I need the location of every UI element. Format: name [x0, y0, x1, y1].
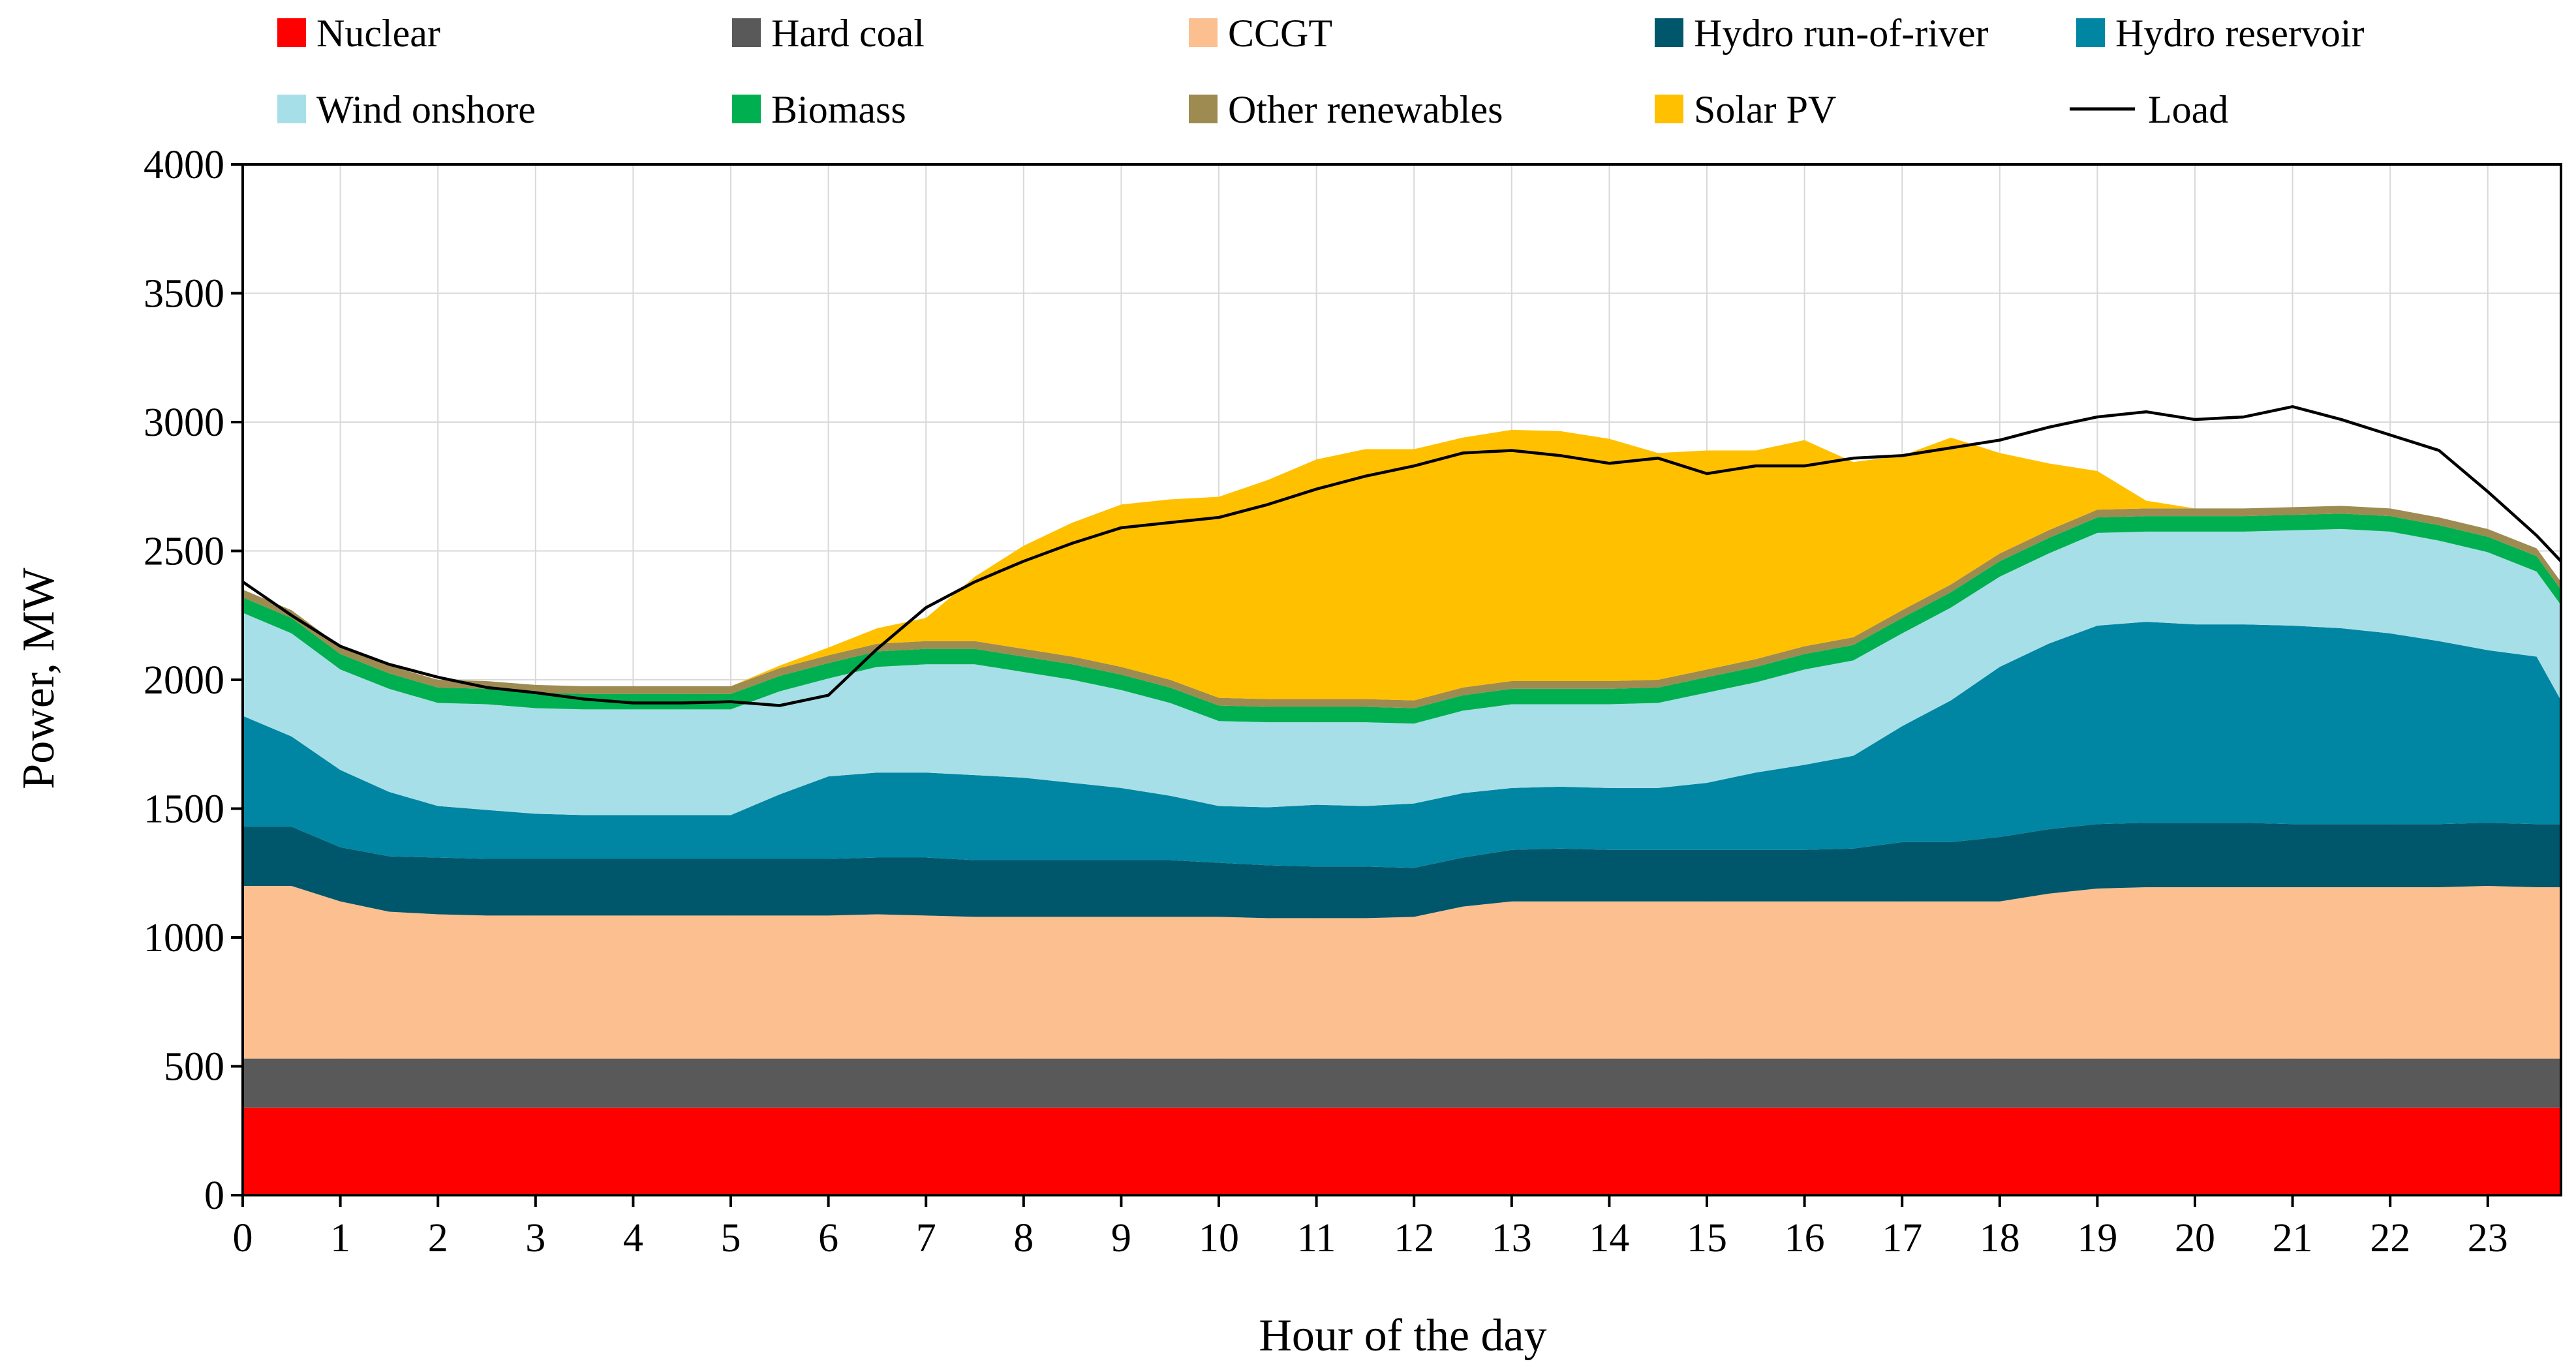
x-tick-label-14: 14	[1589, 1216, 1629, 1260]
area-ccgt	[243, 886, 2561, 1059]
area-layer	[243, 429, 2561, 1195]
x-axis-title: Hour of the day	[1259, 1311, 1546, 1361]
y-tick-label-8: 4000	[144, 143, 224, 187]
x-tick-label-10: 10	[1199, 1216, 1239, 1260]
legend-swatch-hydro-reservoir	[2076, 18, 2105, 47]
x-tick-label-22: 22	[2370, 1216, 2410, 1260]
legend-label-solar-pv: Solar PV	[1694, 88, 1836, 131]
area-solar-pv	[243, 429, 2561, 701]
load-layer	[241, 405, 2562, 707]
legend-swatch-ccgt	[1189, 18, 1218, 47]
area-hydro-reservoir	[243, 622, 2561, 868]
x-tick-label-21: 21	[2273, 1216, 2313, 1260]
legend-label-hydro-run-of-river: Hydro run-of-river	[1694, 12, 1989, 55]
y-axis-title: Power, MW	[14, 568, 64, 789]
x-tick-label-12: 12	[1394, 1216, 1434, 1260]
x-tick-label-9: 9	[1111, 1216, 1131, 1260]
y-tick-label-4: 2000	[144, 658, 224, 703]
area-nuclear	[243, 1107, 2561, 1195]
x-tick-label-0: 0	[233, 1216, 253, 1260]
area-biomass	[243, 513, 2561, 724]
legend-label-nuclear: Nuclear	[316, 12, 440, 55]
x-tick-label-2: 2	[428, 1216, 448, 1260]
x-tick-label-23: 23	[2468, 1216, 2508, 1260]
legend-swatch-hard-coal	[732, 18, 761, 47]
x-tick-label-16: 16	[1785, 1216, 1825, 1260]
x-tick-label-5: 5	[721, 1216, 741, 1260]
y-tick-label-2: 1000	[144, 916, 224, 960]
y-tick-label-6: 3000	[144, 401, 224, 445]
legend-label-wind-onshore: Wind onshore	[316, 88, 536, 131]
legend-swatch-biomass	[732, 95, 761, 123]
x-tick-label-11: 11	[1297, 1216, 1336, 1260]
legend-label-hard-coal: Hard coal	[771, 12, 925, 55]
legend-label-load: Load	[2148, 88, 2228, 131]
area-wind-onshore	[243, 528, 2561, 815]
area-hard-coal	[243, 1058, 2561, 1108]
x-tick-label-18: 18	[1980, 1216, 2020, 1260]
x-tick-label-19: 19	[2077, 1216, 2117, 1260]
legend-label-hydro-reservoir: Hydro reservoir	[2115, 12, 2365, 55]
area-other-renewables	[243, 506, 2561, 708]
legend-label-ccgt: CCGT	[1228, 12, 1332, 55]
x-tick-label-20: 20	[2175, 1216, 2215, 1260]
legend-swatch-solar-pv	[1655, 95, 1683, 123]
x-tick-label-1: 1	[330, 1216, 350, 1260]
legend-label-biomass: Biomass	[771, 88, 906, 131]
load-line	[241, 405, 2562, 707]
x-tick-label-4: 4	[623, 1216, 643, 1260]
legend-label-other-renewables: Other renewables	[1228, 88, 1503, 131]
x-tick-label-7: 7	[916, 1216, 936, 1260]
legend-swatch-wind-onshore	[277, 95, 306, 123]
legend: Nuclear Hard coal CCGT Hydro run-of-river Hy…	[277, 12, 2365, 131]
x-tick-label-13: 13	[1492, 1216, 1532, 1260]
legend-swatch-other-renewables	[1189, 95, 1218, 123]
x-tick-label-3: 3	[525, 1216, 545, 1260]
area-hydro-run-of-river	[243, 823, 2561, 919]
x-tick-label-17: 17	[1882, 1216, 1922, 1260]
legend-swatch-hydro-run-of-river	[1655, 18, 1683, 47]
x-tick-label-15: 15	[1687, 1216, 1727, 1260]
x-tick-label-8: 8	[1013, 1216, 1034, 1260]
y-tick-label-3: 1500	[144, 787, 224, 832]
x-tick-label-6: 6	[818, 1216, 838, 1260]
legend-swatch-nuclear	[277, 18, 306, 47]
y-tick-label-0: 0	[204, 1174, 224, 1218]
y-tick-label-5: 2500	[144, 530, 224, 574]
y-tick-label-1: 500	[164, 1045, 224, 1089]
y-tick-label-7: 3500	[144, 272, 224, 316]
